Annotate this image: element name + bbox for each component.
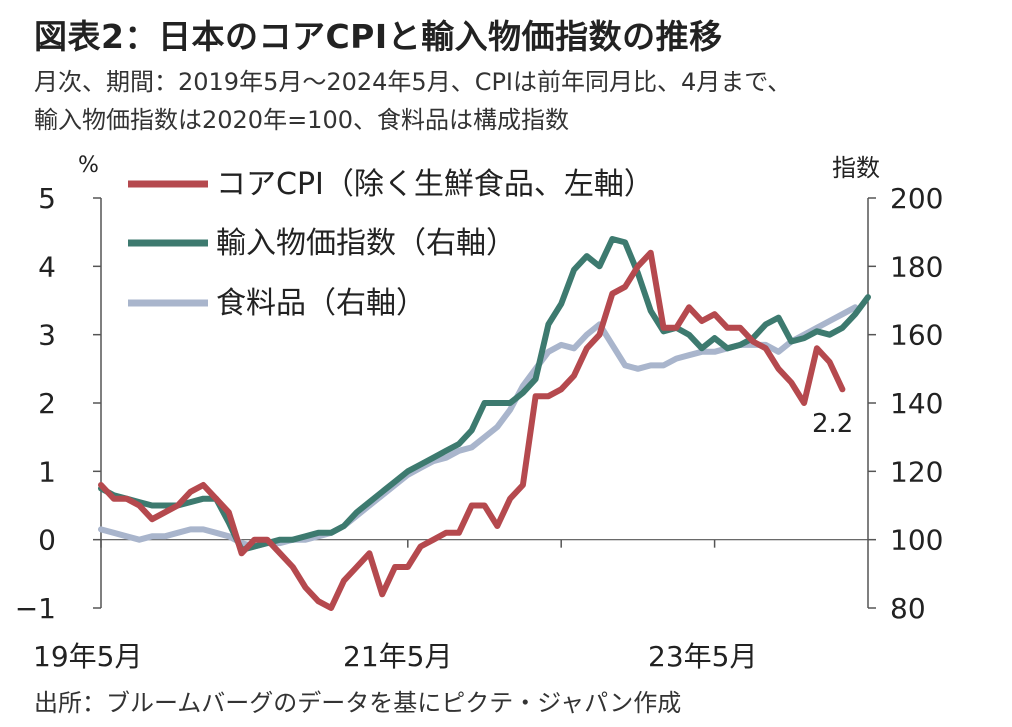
left-tick-label: −1: [15, 592, 56, 625]
chart-series: [98, 236, 871, 611]
legend-item: 食料品（右軸）: [128, 286, 426, 321]
legend-item: コアCPI（除く生鮮食品、左軸）: [128, 167, 654, 202]
legend-label: コアCPI（除く生鮮食品、左軸）: [216, 167, 654, 202]
right-axis-label: 指数: [832, 154, 880, 182]
right-tick-label: 200: [890, 182, 943, 215]
left-tick-label: 0: [38, 524, 56, 557]
tick-labels: 5 4 3 2 1 0 −1 200 180 160 140 120 100 80 19年5月 21年5月 23…: [15, 182, 944, 673]
right-tick-label: 160: [890, 319, 943, 352]
x-tick-label: 21年5月: [343, 640, 452, 673]
left-tick-label: 5: [38, 182, 56, 215]
chart-title: 図表2：日本のコアCPIと輸入物価指数の推移: [34, 17, 723, 56]
right-tick-label: 120: [890, 455, 943, 488]
chart-axes: [93, 197, 876, 609]
left-tick-label: 1: [38, 455, 56, 488]
right-tick-label: 80: [890, 592, 926, 625]
import-price-index-line: [98, 236, 871, 553]
chart-subtitle-line1: 月次、期間：2019年5月～2024年5月、CPIは前年同月比、4月まで、: [34, 68, 792, 96]
core-cpi-line: [98, 249, 846, 611]
chart-source: 出所：ブルームバーグのデータを基にピクテ・ジャパン作成: [34, 689, 682, 717]
legend-label: 食料品（右軸）: [216, 286, 426, 321]
right-tick-label: 100: [890, 524, 943, 557]
legend-label: 輸入物価指数（右軸）: [216, 226, 516, 261]
end-value-annotation: 2.2: [812, 409, 853, 439]
right-tick-label: 140: [890, 387, 943, 420]
chart-legend: コアCPI（除く生鮮食品、左軸） 輸入物価指数（右軸） 食料品（右軸）: [128, 167, 654, 321]
right-tick-label: 180: [890, 250, 943, 283]
chart-subtitle-line2: 輸入物価指数は2020年=100、食料品は構成指数: [34, 106, 569, 134]
left-tick-label: 2: [38, 387, 56, 420]
x-tick-label: 19年5月: [33, 640, 142, 673]
legend-item: 輸入物価指数（右軸）: [128, 226, 516, 261]
left-axis-label: %: [78, 153, 99, 178]
left-tick-label: 4: [38, 250, 56, 283]
x-tick-label: 23年5月: [648, 640, 757, 673]
left-tick-label: 3: [38, 319, 56, 352]
